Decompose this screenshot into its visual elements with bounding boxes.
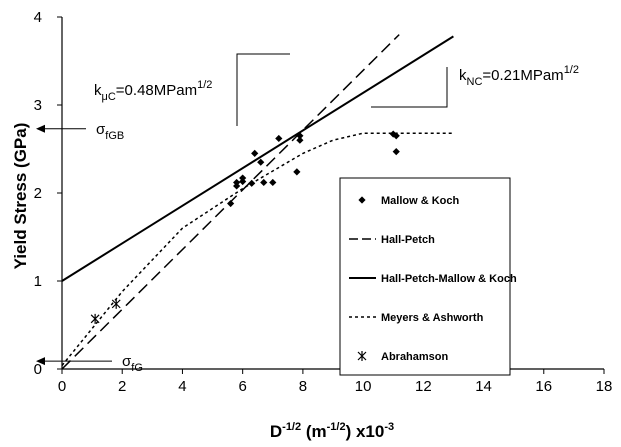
series-line-meyers-ashworth [61, 132, 454, 366]
series-line-hall-petch-mallow-koch [61, 35, 454, 282]
data-point-mallow-koch [233, 178, 241, 187]
y-tick-labels: 0 1 2 3 4 [34, 9, 42, 378]
x-tick-label: 2 [118, 378, 126, 395]
k-nc-label-sup: 1/2 [564, 64, 579, 76]
sigma-fg-label: σfG [122, 353, 143, 374]
legend-label-hall-petch: Hall-Petch [381, 234, 435, 246]
x-tick-label: 16 [535, 378, 552, 395]
k-mu-c-label: kμC=0.48MPam1/2 [94, 79, 212, 103]
data-point-mallow-koch [257, 158, 265, 166]
k-mu-c-label-mid: =0.48MPam [116, 82, 197, 99]
y-tick-label: 2 [34, 185, 42, 202]
data-point-mallow-koch [269, 178, 277, 187]
x-tick-label: 14 [475, 378, 492, 395]
sigma-fg-label-base: σ [122, 353, 132, 370]
k-nc-label-base: k [459, 67, 467, 84]
k-mu-c-label-base: k [94, 82, 102, 99]
sigma-fgb-label: σfGB [96, 121, 124, 142]
y-tick-label: 1 [34, 273, 42, 290]
legend-box [339, 177, 511, 376]
x-tick-label: 0 [58, 378, 66, 395]
legend-label-hall-petch-mallow-koch: Hall-Petch-Mallow & Koch [381, 273, 517, 285]
sigma-fgb-label-sub: fGB [105, 130, 124, 142]
x-tick-label: 4 [178, 378, 186, 395]
y-tick-label: 4 [34, 9, 42, 26]
data-point-abrahamson [111, 298, 121, 309]
x-tick-label: 12 [415, 378, 432, 395]
slope-triangle-hall-petch [236, 53, 290, 126]
data-point-mallow-koch [251, 149, 259, 157]
k-nc-label-mid: =0.21MPam [482, 67, 563, 84]
k-mu-c-label-sub: μC [102, 91, 116, 103]
data-point-mallow-koch [239, 174, 247, 182]
legend-label-abrahamson: Abrahamson [381, 351, 449, 363]
y-tick-label: 0 [34, 361, 42, 378]
legend-label-mallow-koch: Mallow & Koch [381, 195, 460, 207]
data-point-mallow-koch [293, 168, 301, 176]
x-axis-title: D-1/2 (m-1/2) x10-3 [270, 421, 394, 441]
sigma-fg-label-sub: fG [131, 362, 143, 374]
x-tick-label: 8 [299, 378, 307, 395]
legend-label-meyers-ashworth: Meyers & Ashworth [381, 312, 484, 324]
x-tick-label: 6 [238, 378, 246, 395]
data-point-abrahamson [90, 313, 100, 324]
axes [57, 16, 605, 374]
x-tick-label: 18 [596, 378, 613, 395]
data-point-mallow-koch [392, 148, 400, 156]
data-point-mallow-koch [392, 132, 400, 140]
data-series [61, 34, 454, 370]
k-nc-label: kNC=0.21MPam1/2 [459, 64, 579, 88]
slope-triangle-hall-petch-mallow-koch [371, 67, 448, 108]
k-mu-c-label-sup: 1/2 [197, 79, 212, 91]
x-tick-label: 10 [355, 378, 372, 395]
legend-swatch-mallow-koch [358, 196, 366, 204]
series-line-hall-petch [61, 34, 400, 370]
data-point-mallow-koch [296, 136, 304, 144]
data-point-mallow-koch [296, 132, 304, 140]
data-point-mallow-koch [260, 178, 268, 187]
sigma-fg-arrowhead [36, 357, 45, 366]
sigma-fgb-arrowhead [36, 124, 45, 133]
data-point-mallow-koch [275, 134, 283, 143]
x-tick-labels: 0 2 4 6 8 10 12 14 16 18 [58, 378, 613, 395]
y-tick-label: 3 [34, 97, 42, 114]
legend-swatch-abrahamson [357, 351, 367, 361]
k-nc-label-sub: NC [467, 76, 483, 88]
legend: Mallow & Koch Hall-Petch Hall-Petch-Mallow… [349, 195, 517, 363]
data-point-mallow-koch [227, 199, 235, 208]
y-axis-title: Yield Stress (GPa) [11, 123, 30, 270]
sigma-fgb-label-base: σ [96, 121, 106, 138]
